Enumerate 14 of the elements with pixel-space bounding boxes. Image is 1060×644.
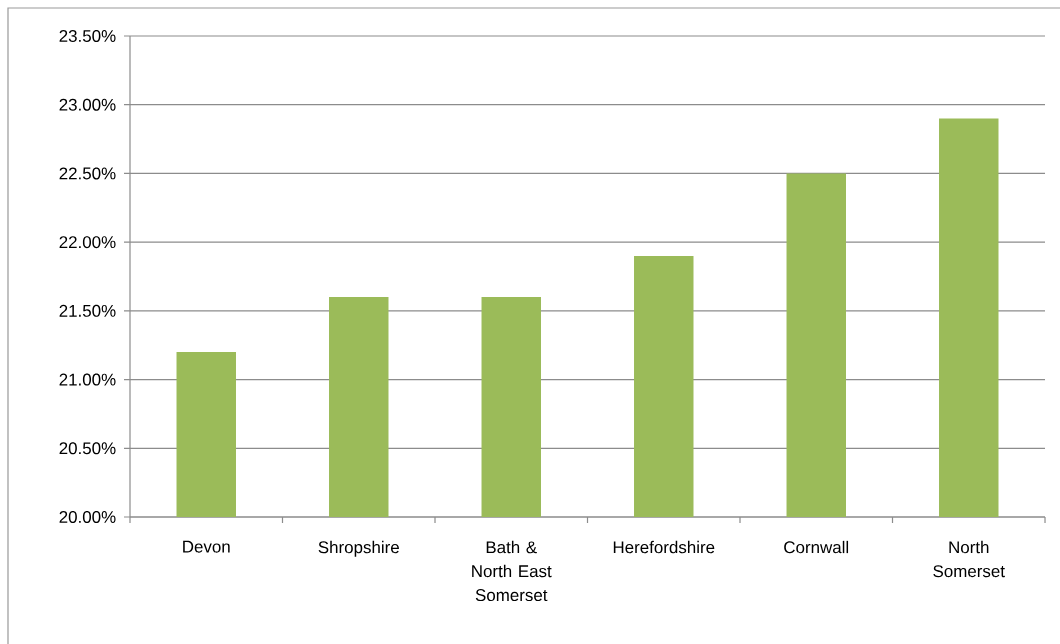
x-tick-label: Shropshire	[318, 540, 399, 557]
y-tick-label: 21.00%	[59, 373, 116, 386]
y-tick-label: 21.50%	[59, 304, 116, 317]
y-tick-label: 20.00%	[59, 511, 116, 523]
x-tick-label: North Somerset	[933, 540, 1005, 578]
x-tick-label: Cornwall	[784, 540, 849, 554]
x-tick-label: Devon	[183, 540, 230, 553]
y-tick-label: 20.50%	[59, 442, 116, 455]
x-tick-label: Herefordshire	[613, 540, 715, 554]
y-tick-label: 22.50%	[59, 167, 116, 180]
y-tick-label: 23.00%	[59, 98, 116, 111]
x-tick-label: Bath & North East Somerset	[472, 540, 552, 602]
y-tick-label: 23.50%	[59, 30, 116, 42]
y-tick-label: 22.00%	[59, 236, 116, 249]
